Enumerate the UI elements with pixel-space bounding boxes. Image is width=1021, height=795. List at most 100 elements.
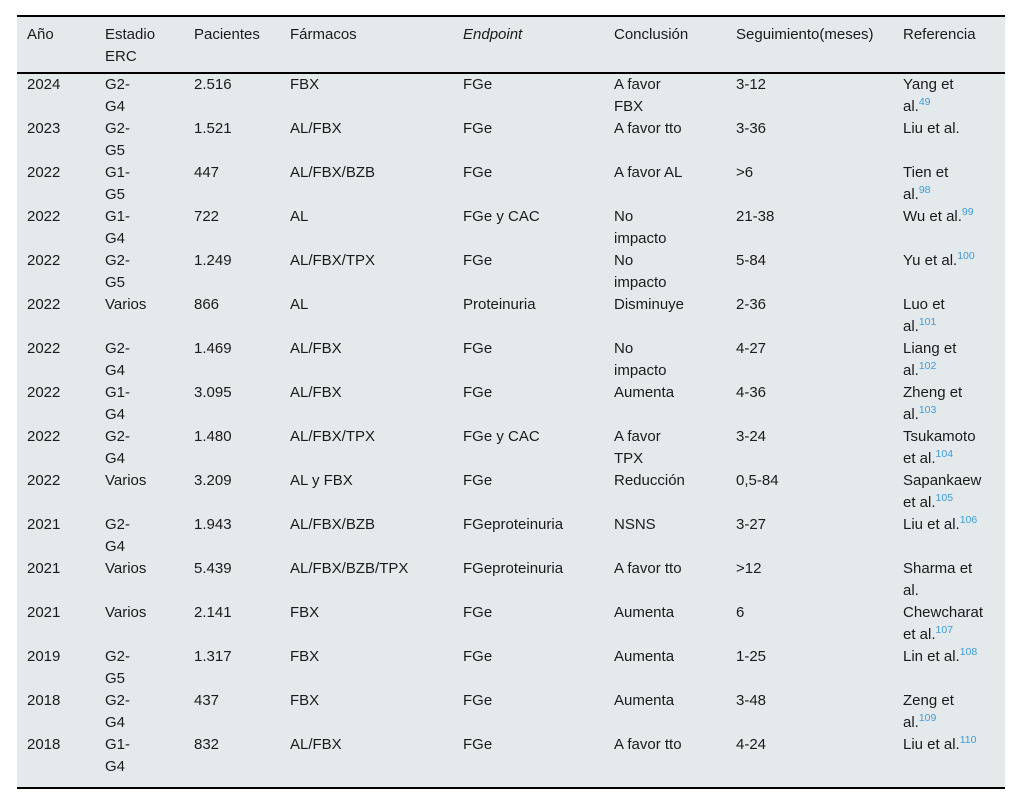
reference-text: Luo et al. <box>903 296 945 335</box>
cell-endpoint: FGe <box>463 252 493 269</box>
reference-text: Yang et al. <box>903 76 954 115</box>
citation-link[interactable]: 104 <box>935 448 954 460</box>
cell-ano: 2022 <box>27 340 61 357</box>
cell-seguimiento: 1-25 <box>736 648 767 665</box>
table-row: 2022 Varios 3.209 AL y FBX FGe Reducción 0,5-8… <box>17 470 1005 514</box>
cell-ano: 2019 <box>27 648 61 665</box>
cell-pacientes: 2.516 <box>194 76 232 93</box>
column-header-estadio: Estadio ERC <box>105 16 194 74</box>
cell-seguimiento: 2-36 <box>736 296 767 313</box>
cell-pacientes: 3.095 <box>194 384 232 401</box>
header-row: Año Estadio ERC Pacientes Fármacos Endpoint C… <box>17 16 1005 74</box>
cell-pacientes: 447 <box>194 164 220 181</box>
cell-estadio: G2- G4 <box>105 340 131 379</box>
cell-seguimiento: 6 <box>736 604 745 621</box>
cell-farmacos: FBX <box>290 692 320 709</box>
cell-conclusion: A favor tto <box>614 120 682 137</box>
cell-referencia: Sapankaew et al.105 <box>903 470 1005 514</box>
cell-pacientes: 1.521 <box>194 120 232 137</box>
cell-conclusion: Aumenta <box>614 604 675 621</box>
cell-estadio: Varios <box>105 472 147 489</box>
cell-seguimiento: 3-48 <box>736 692 767 709</box>
citation-link[interactable]: 106 <box>959 514 978 526</box>
cell-ano: 2022 <box>27 252 61 269</box>
cell-endpoint: FGe <box>463 76 493 93</box>
column-header-seguimiento: Seguimiento(meses) <box>736 16 903 74</box>
column-header-conclusion: Conclusión <box>614 16 736 74</box>
cell-referencia: Liu et al. <box>903 118 1005 162</box>
cell-estadio: G1- G4 <box>105 736 131 775</box>
cell-ano: 2022 <box>27 208 61 225</box>
cell-farmacos: AL/FBX <box>290 340 342 357</box>
cell-farmacos: AL/FBX <box>290 120 342 137</box>
citation-link[interactable]: 101 <box>918 316 937 328</box>
cell-referencia: Chewcharat et al.107 <box>903 602 1005 646</box>
citation-link[interactable]: 110 <box>959 734 977 746</box>
citation-link[interactable]: 109 <box>918 712 937 724</box>
cell-endpoint: FGeproteinuria <box>463 516 564 533</box>
cell-seguimiento: >6 <box>736 164 754 181</box>
cell-referencia: Zheng et al.103 <box>903 382 1005 426</box>
cell-ano: 2022 <box>27 472 61 489</box>
cell-conclusion: Aumenta <box>614 648 675 665</box>
cell-estadio: G1- G5 <box>105 164 131 203</box>
cell-conclusion: A favor FBX <box>614 76 661 115</box>
table-row: 2021 Varios 2.141 FBX FGe Aumenta 6 Chewcharat … <box>17 602 1005 646</box>
cell-estadio: G2- G4 <box>105 516 131 555</box>
cell-pacientes: 1.943 <box>194 516 232 533</box>
cell-ano: 2022 <box>27 428 61 445</box>
cell-seguimiento: 3-27 <box>736 516 767 533</box>
cell-seguimiento: 5-84 <box>736 252 767 269</box>
cell-ano: 2024 <box>27 76 61 93</box>
citation-link[interactable]: 99 <box>961 206 974 218</box>
cell-estadio: G2- G5 <box>105 648 131 687</box>
citation-link[interactable]: 98 <box>918 184 931 196</box>
table-row: 2022 G1- G4 3.095 AL/FBX FGe Aumenta 4-36 Zheng… <box>17 382 1005 426</box>
reference-text: Liu et al. <box>903 120 960 137</box>
cell-conclusion: Aumenta <box>614 692 675 709</box>
cell-conclusion: No impacto <box>614 252 667 291</box>
cell-referencia: Tsukamoto et al.104 <box>903 426 1005 470</box>
cell-pacientes: 1.317 <box>194 648 232 665</box>
table-row: 2022 G2- G5 1.249 AL/FBX/TPX FGe No impacto 5-… <box>17 250 1005 294</box>
cell-conclusion: Disminuye <box>614 296 685 313</box>
cell-farmacos: AL y FBX <box>290 472 353 489</box>
cell-estadio: G2- G5 <box>105 252 131 291</box>
citation-link[interactable]: 102 <box>918 360 937 372</box>
cell-pacientes: 722 <box>194 208 220 225</box>
column-header-ano: Año <box>17 16 105 74</box>
cell-estadio: Varios <box>105 296 147 313</box>
cell-conclusion: No impacto <box>614 208 667 247</box>
reference-text: Yu et al. <box>903 252 958 269</box>
cell-referencia: Yang et al.49 <box>903 73 1005 118</box>
cell-estadio: G2- G4 <box>105 76 131 115</box>
reference-text: Zheng et al. <box>903 384 963 423</box>
cell-estadio: G2- G5 <box>105 120 131 159</box>
table-row: 2022 G2- G4 1.469 AL/FBX FGe No impacto 4-27 Li… <box>17 338 1005 382</box>
cell-ano: 2022 <box>27 384 61 401</box>
cell-endpoint: FGe <box>463 604 493 621</box>
cell-referencia: Tien et al.98 <box>903 162 1005 206</box>
cell-endpoint: FGe <box>463 340 493 357</box>
table-row: 2023 G2- G5 1.521 AL/FBX FGe A favor tto 3-36 L… <box>17 118 1005 162</box>
column-header-pacientes: Pacientes <box>194 16 290 74</box>
table-row: 2024 G2- G4 2.516 FBX FGe A favor FBX 3-12 Yang… <box>17 73 1005 118</box>
citation-link[interactable]: 100 <box>957 250 975 262</box>
cell-endpoint: FGe y CAC <box>463 208 540 225</box>
cell-ano: 2021 <box>27 604 61 621</box>
citation-link[interactable]: 103 <box>918 404 937 416</box>
cell-endpoint: FGe <box>463 692 493 709</box>
citation-link[interactable]: 107 <box>935 624 954 636</box>
citation-link[interactable]: 108 <box>959 646 978 658</box>
table-row: 2022 G1- G5 447 AL/FBX/BZB FGe A favor AL >6 Ti… <box>17 162 1005 206</box>
citation-link[interactable]: 105 <box>935 492 954 504</box>
cell-estadio: Varios <box>105 604 147 621</box>
table-row: 2021 Varios 5.439 AL/FBX/BZB/TPX FGeproteinu… <box>17 558 1005 602</box>
cell-ano: 2018 <box>27 736 61 753</box>
cell-referencia: Liu et al.106 <box>903 514 1005 558</box>
table-row: 2022 G2- G4 1.480 AL/FBX/TPX FGe y CAC A favo… <box>17 426 1005 470</box>
cell-conclusion: A favor TPX <box>614 428 661 467</box>
citation-link[interactable]: 49 <box>918 96 931 108</box>
reference-text: Liu et al. <box>903 736 960 753</box>
